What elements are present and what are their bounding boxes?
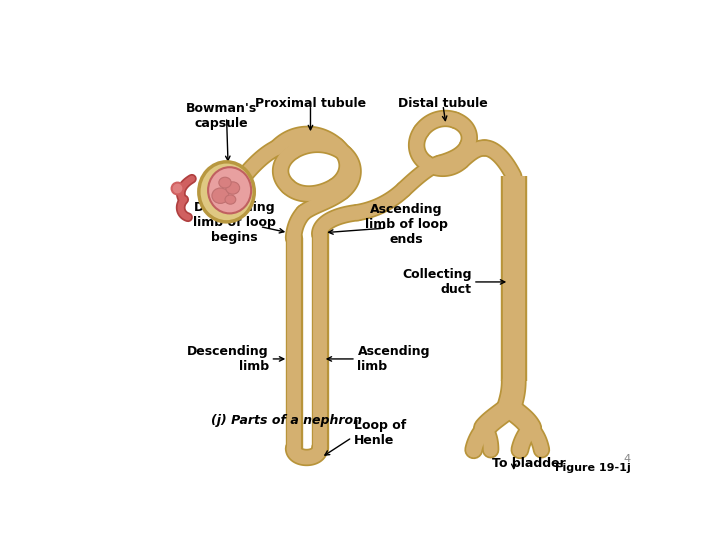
- Ellipse shape: [226, 182, 240, 194]
- Text: Bowman's
capsule: Bowman's capsule: [186, 102, 257, 130]
- Text: Distal tubule: Distal tubule: [398, 97, 487, 110]
- Text: To bladder: To bladder: [492, 457, 566, 470]
- Text: Descending
limb: Descending limb: [187, 345, 269, 373]
- Text: Ascending
limb of loop
ends: Ascending limb of loop ends: [364, 204, 447, 246]
- Text: Proximal tubule: Proximal tubule: [255, 97, 366, 110]
- Text: Collecting
duct: Collecting duct: [402, 268, 472, 296]
- Text: Ascending
limb: Ascending limb: [357, 345, 430, 373]
- Text: Figure 19-1j: Figure 19-1j: [555, 463, 631, 473]
- Text: Descending
limb of loop
begins: Descending limb of loop begins: [193, 201, 276, 244]
- Ellipse shape: [212, 188, 229, 204]
- Ellipse shape: [219, 177, 231, 188]
- Text: 4: 4: [624, 454, 631, 464]
- Text: (j) Parts of a nephron: (j) Parts of a nephron: [211, 414, 362, 427]
- Text: Loop of
Henle: Loop of Henle: [354, 419, 406, 447]
- Ellipse shape: [208, 167, 251, 213]
- Ellipse shape: [199, 162, 254, 222]
- Ellipse shape: [225, 195, 235, 204]
